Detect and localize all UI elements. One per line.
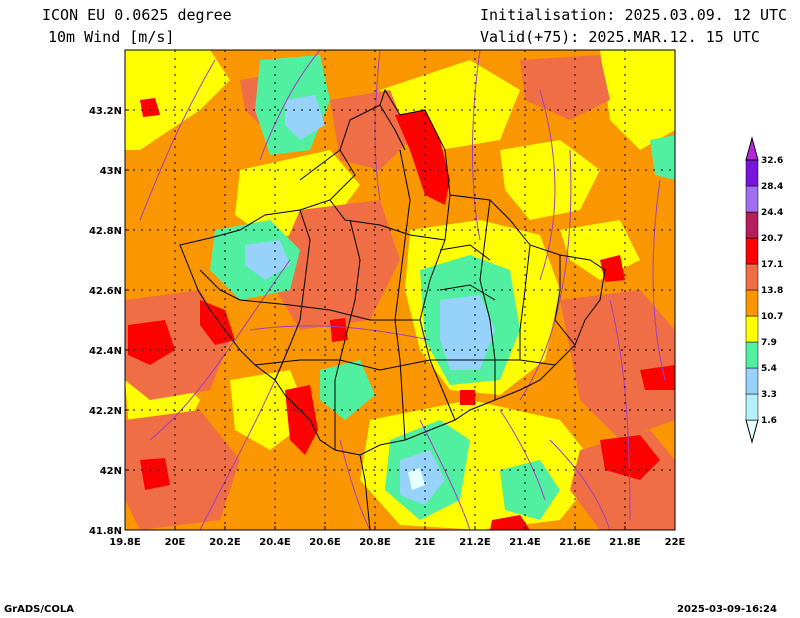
legend-label: 32.6 — [761, 156, 783, 166]
legend-swatch — [745, 237, 759, 265]
lon-tick-label: 20.6E — [309, 537, 341, 548]
footer-right: 2025-03-09-16:24 — [677, 604, 777, 615]
legend-label: 3.3 — [761, 390, 777, 400]
lat-tick-label: 42N — [100, 466, 122, 477]
legend-label: 24.4 — [761, 208, 783, 218]
legend-swatch — [745, 159, 759, 187]
lat-tick-label: 43N — [100, 166, 122, 177]
lat-tick-label: 41.8N — [89, 526, 122, 537]
legend-swatch — [745, 393, 759, 421]
lon-tick-label: 19.8E — [109, 537, 141, 548]
legend-swatch — [745, 211, 759, 239]
model-title: ICON EU 0.0625 degree — [42, 6, 232, 24]
legend-label: 10.7 — [761, 312, 783, 322]
legend-high-arrow — [745, 136, 759, 161]
lon-tick-label: 20.2E — [209, 537, 241, 548]
lon-tick-label: 21.8E — [609, 537, 641, 548]
legend-swatch — [745, 185, 759, 213]
axis-ticks: 19.8E 20E 20.2E 20.4E 20.6E 20.8E 21E 21.2E 21.4… — [89, 106, 686, 548]
init-time: Initialisation: 2025.03.09. 12 UTC — [480, 6, 788, 24]
legend-label: 7.9 — [761, 338, 777, 348]
wind-field — [125, 50, 675, 530]
legend-label: 5.4 — [761, 364, 777, 374]
legend-label: 17.1 — [761, 260, 783, 270]
footer-left: GrADS/COLA — [4, 604, 74, 615]
legend-label: 28.4 — [761, 182, 783, 192]
legend-swatch — [745, 289, 759, 317]
legend-swatch — [745, 367, 759, 395]
lat-tick-label: 42.4N — [89, 346, 122, 357]
gridlines — [125, 50, 675, 530]
lon-tick-label: 20.4E — [259, 537, 291, 548]
legend-swatch — [745, 341, 759, 369]
legend-label: 13.8 — [761, 286, 783, 296]
lat-tick-label: 42.8N — [89, 226, 122, 237]
lon-tick-label: 21.4E — [509, 537, 541, 548]
lat-tick-label: 42.6N — [89, 286, 122, 297]
legend-low-arrow — [745, 419, 759, 444]
streamlines — [139, 50, 666, 530]
lon-tick-label: 21.2E — [459, 537, 491, 548]
valid-time: Valid(+75): 2025.MAR.12. 15 UTC — [480, 28, 760, 46]
lat-tick-label: 42.2N — [89, 406, 122, 417]
legend-swatch — [745, 315, 759, 343]
lon-tick-label: 21E — [415, 537, 436, 548]
lon-tick-label: 20E — [165, 537, 186, 548]
variable-title: 10m Wind [m/s] — [48, 28, 175, 46]
legend-label: 20.7 — [761, 234, 783, 244]
lon-tick-label: 20.8E — [359, 537, 391, 548]
lon-tick-label: 21.6E — [559, 537, 591, 548]
legend-swatch — [745, 263, 759, 291]
lon-tick-label: 22E — [665, 537, 686, 548]
lat-tick-label: 43.2N — [89, 106, 122, 117]
legend-label: 1.6 — [761, 416, 777, 426]
admin-borders — [179, 88, 606, 530]
